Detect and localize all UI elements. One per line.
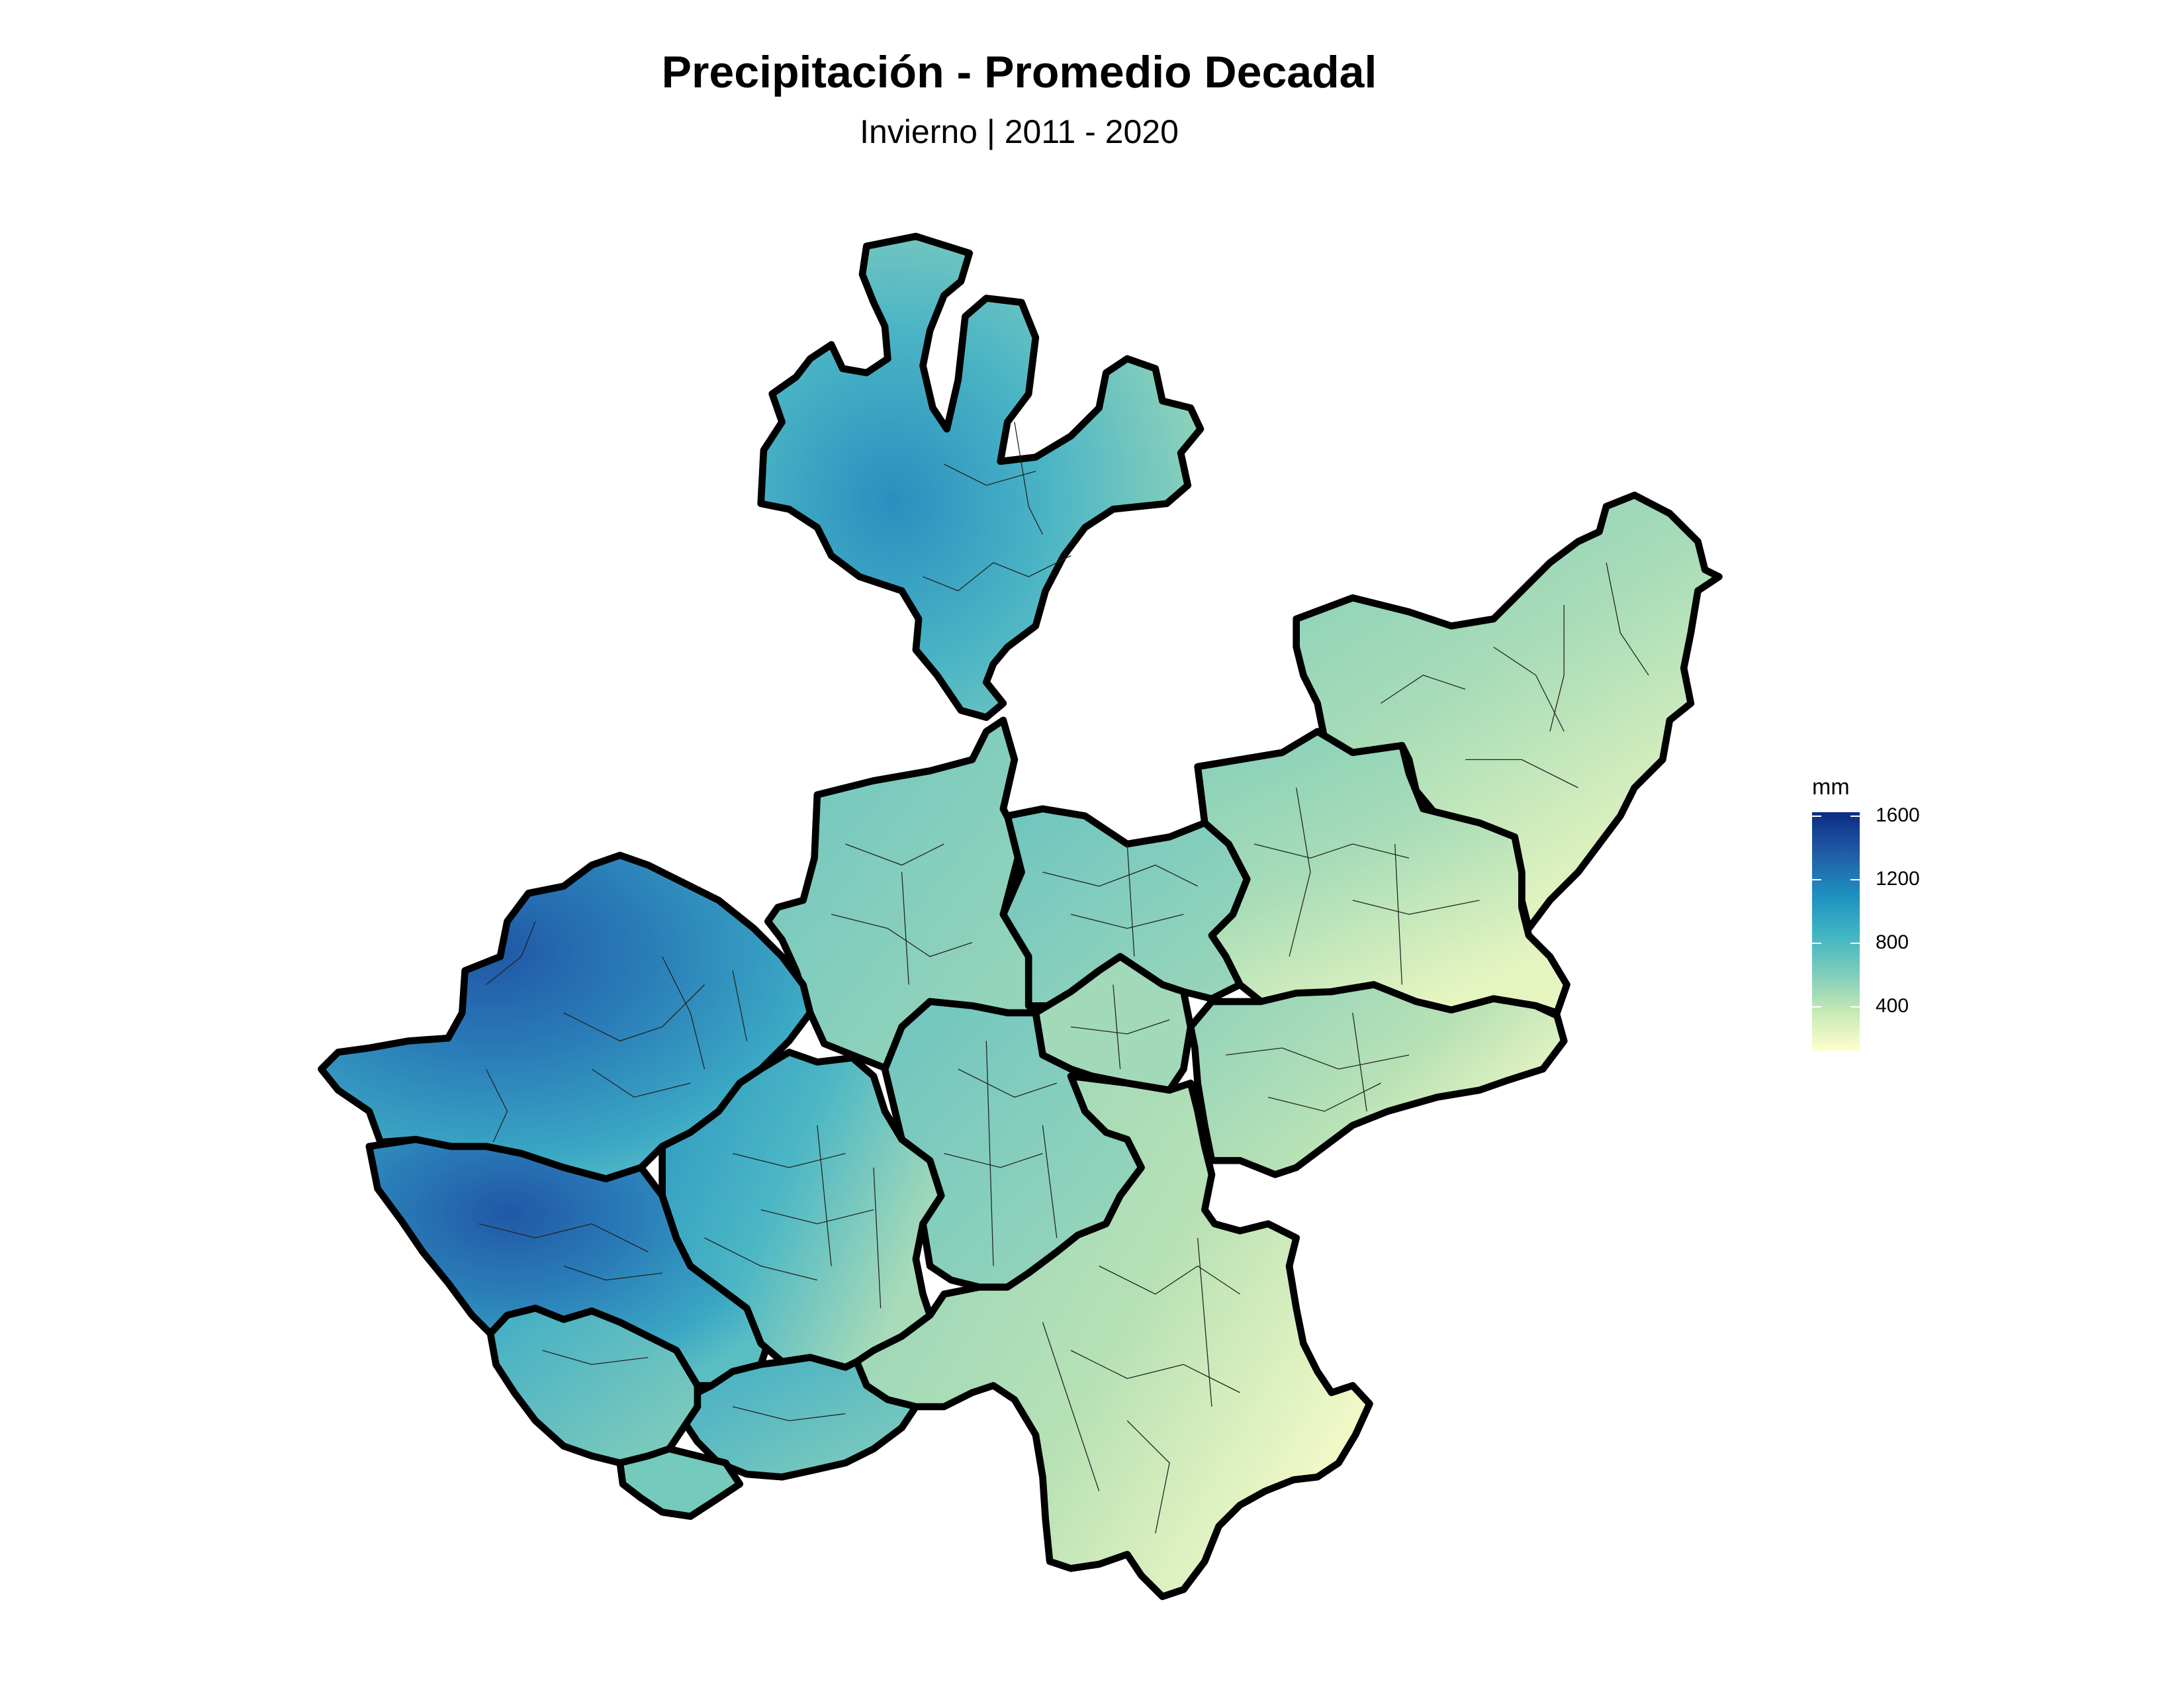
region-cienega bbox=[1187, 981, 1568, 1178]
legend-title: mm bbox=[1812, 774, 1850, 800]
map-title: Precipitación - Promedio Decadal bbox=[661, 47, 1377, 97]
region-south-coast-lobe bbox=[616, 1445, 744, 1521]
region-costa-sur bbox=[486, 1304, 702, 1467]
map-subtitle: Invierno | 2011 - 2020 bbox=[860, 113, 1179, 150]
legend-tick-1600: 1600 bbox=[1876, 804, 1920, 826]
region-south-central bbox=[853, 1072, 1373, 1601]
legend-tick-1200: 1200 bbox=[1876, 868, 1920, 890]
legend-colorbar bbox=[1812, 812, 1860, 1051]
region-sierra-west bbox=[659, 1049, 945, 1371]
legend-tick-400: 400 bbox=[1876, 995, 1909, 1017]
legend-tick-800: 800 bbox=[1876, 931, 1909, 953]
region-north bbox=[757, 232, 1205, 722]
